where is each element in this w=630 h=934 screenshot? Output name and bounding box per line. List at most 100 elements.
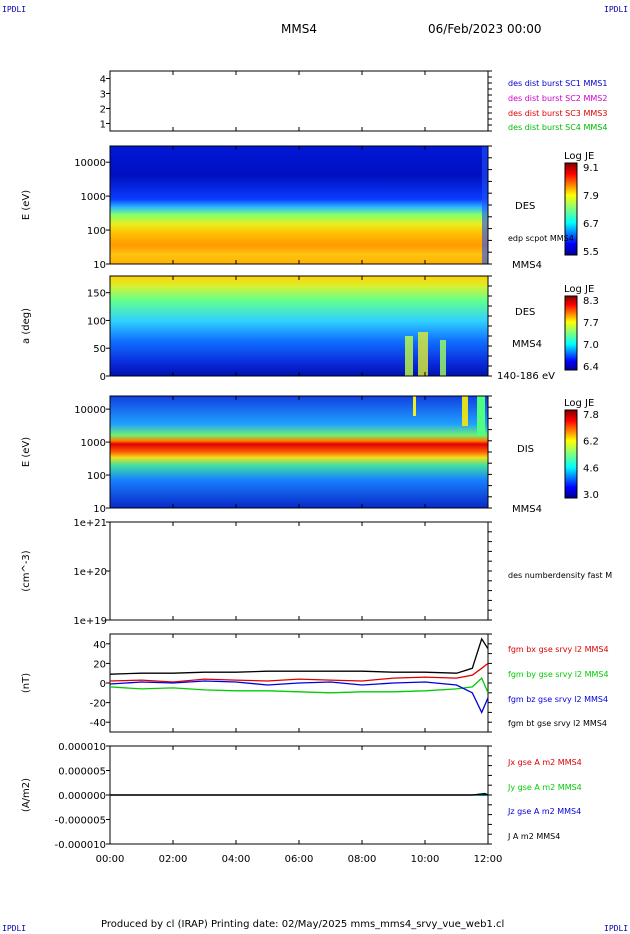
dis-energy-colorbar [564,409,578,499]
ytick-label: 0.000000 [58,791,106,802]
burst-panel: 1 2 3 4 des dist burst SC1 MMS1 des dist burs… [100,70,607,132]
des-energy-spectrogram [110,146,488,264]
ytick-label: 10 [93,504,106,515]
side-label: MMS4 [512,339,542,350]
ytick-label: 150 [87,289,106,300]
ytick-label: -0.000005 [55,816,106,827]
corner-label-top-left: IPDLI [2,5,27,14]
xtick-label: 10:00 [411,854,440,865]
ytick-label: 0 [100,372,106,383]
series-line [109,637,489,675]
des-pitch-feature-2 [418,332,428,376]
corner-label-bottom-right: IPDLI [604,924,629,933]
colorbar-tick-label: 8.3 [583,296,599,307]
ytick-label: 50 [93,344,106,355]
ytick-label: 10000 [74,158,106,169]
ytick-label: 0.000005 [58,767,106,778]
xtick-label: 06:00 [285,854,314,865]
y-axis-label: E (eV) [21,437,32,467]
dis-energy-spectrogram [110,396,488,508]
colorbar-tick-label: 4.6 [583,463,599,474]
spacecraft-title: MMS4 [281,22,317,36]
ytick-label: 1 [100,120,106,131]
legend-entry: des dist burst SC2 MMS2 [508,94,607,103]
xtick-label: 04:00 [222,854,251,865]
ytick-label: 1e+19 [73,616,107,627]
des-pitch-feature-1 [405,336,413,376]
side-label: MMS4 [512,504,542,515]
ytick-label: 100 [87,471,106,482]
ytick-label: -20 [90,699,106,710]
legend-entry: des dist burst SC4 MMS4 [508,123,607,132]
ytick-label: 1000 [81,192,106,203]
density-frame [109,521,489,621]
legend-entry: J A m2 MMS4 [507,832,560,841]
legend-entry: fgm bx gse srvy l2 MMS4 [508,645,609,654]
ytick-label: 1e+20 [73,567,107,578]
ytick-label: -0.000010 [55,840,106,851]
series-line [109,662,489,683]
series-line [109,676,489,694]
fgm-panel: -40 -20 0 20 40 (nT) fgm bx gse srvy l2 MMS4 fg… [21,633,609,733]
des-pitch-colorbar [564,295,578,371]
xtick-label: 02:00 [159,854,188,865]
des-pitch-panel: 0 50 100 150 a (deg) Log JE8.3 7.7 7.0 6.4 DES MMS… [21,275,599,383]
dis-energy-panel: 10 100 1000 10000 E (eV) Log JE7.8 6.2 4.6 3.0 DI… [21,395,599,515]
ytick-label: 10000 [74,405,106,416]
colorbar-title: Log JE [564,151,594,162]
colorbar-tick-label: 6.7 [583,219,599,230]
ytick-label: 100 [87,226,106,237]
ytick-label: 1e+21 [73,518,107,529]
y-axis-label: a (deg) [21,308,32,344]
xtick-label: 08:00 [348,854,377,865]
density-panel: 1e+21 1e+20 1e+19 (cm^-3) des numberdensity … [21,518,612,627]
legend-entry: Jx gse A m2 MMS4 [507,758,582,767]
colorbar-tick-label: 6.4 [583,362,599,373]
dis-energy-feature-2 [462,396,468,426]
ytick-label: 0.000010 [58,742,106,753]
des-pitch-feature-3 [440,340,446,376]
series-line [109,680,489,714]
colorbar-title: Log JE [564,284,594,295]
y-axis-label: E (eV) [21,190,32,220]
colorbar-tick-label: 6.2 [583,437,599,448]
colorbar-tick-label: 9.1 [583,163,599,174]
ytick-label: 3 [100,90,106,101]
series-line [110,792,489,796]
ytick-label: 20 [93,659,106,670]
ytick-label: -40 [90,718,106,729]
legend-entry: des numberdensity fast M [508,571,612,580]
date-title: 06/Feb/2023 00:00 [428,22,542,36]
colorbar-tick-label: 7.0 [583,340,599,351]
time-axis: 00:00 02:00 04:00 06:00 08:00 10:00 12:00 [96,71,502,865]
y-axis-label: (nT) [21,673,32,693]
ytick-label: 10 [93,260,106,271]
colorbar-tick-label: 7.9 [583,191,599,202]
ytick-label: 0 [100,679,106,690]
dis-energy-feature-3 [477,396,485,436]
colorbar-tick-label: 7.8 [583,410,599,421]
colorbar-tick-label: 7.7 [583,318,599,329]
colorbar-tick-label: 5.5 [583,247,599,258]
des-energy-dark-end [482,146,488,264]
side-label: DIS [517,444,534,455]
legend-entry: fgm by gse srvy l2 MMS4 [508,670,609,679]
des-energy-colorbar [564,162,578,256]
ytick-label: 2 [100,105,106,116]
des-pitch-spectrogram [110,276,488,376]
side-label: edp scpot MMS4 [508,234,574,243]
footer-credit: Produced by cl (IRAP) Printing date: 02/… [101,919,505,930]
legend-entry: fgm bt gse srvy l2 MMS4 [508,719,607,728]
xtick-label: 00:00 [96,854,125,865]
dis-energy-feature-1 [413,396,416,416]
y-axis-label: (cm^-3) [21,550,32,591]
legend-entry: des dist burst SC3 MMS3 [508,109,607,118]
ytick-label: 40 [93,640,106,651]
ytick-label: 1000 [81,438,106,449]
legend-entry: Jy gse A m2 MMS4 [507,783,582,792]
burst-panel-frame [109,70,489,132]
legend-entry: des dist burst SC1 MMS1 [508,79,607,88]
side-label: 140-186 eV [497,371,555,382]
side-label: DES [515,201,535,212]
